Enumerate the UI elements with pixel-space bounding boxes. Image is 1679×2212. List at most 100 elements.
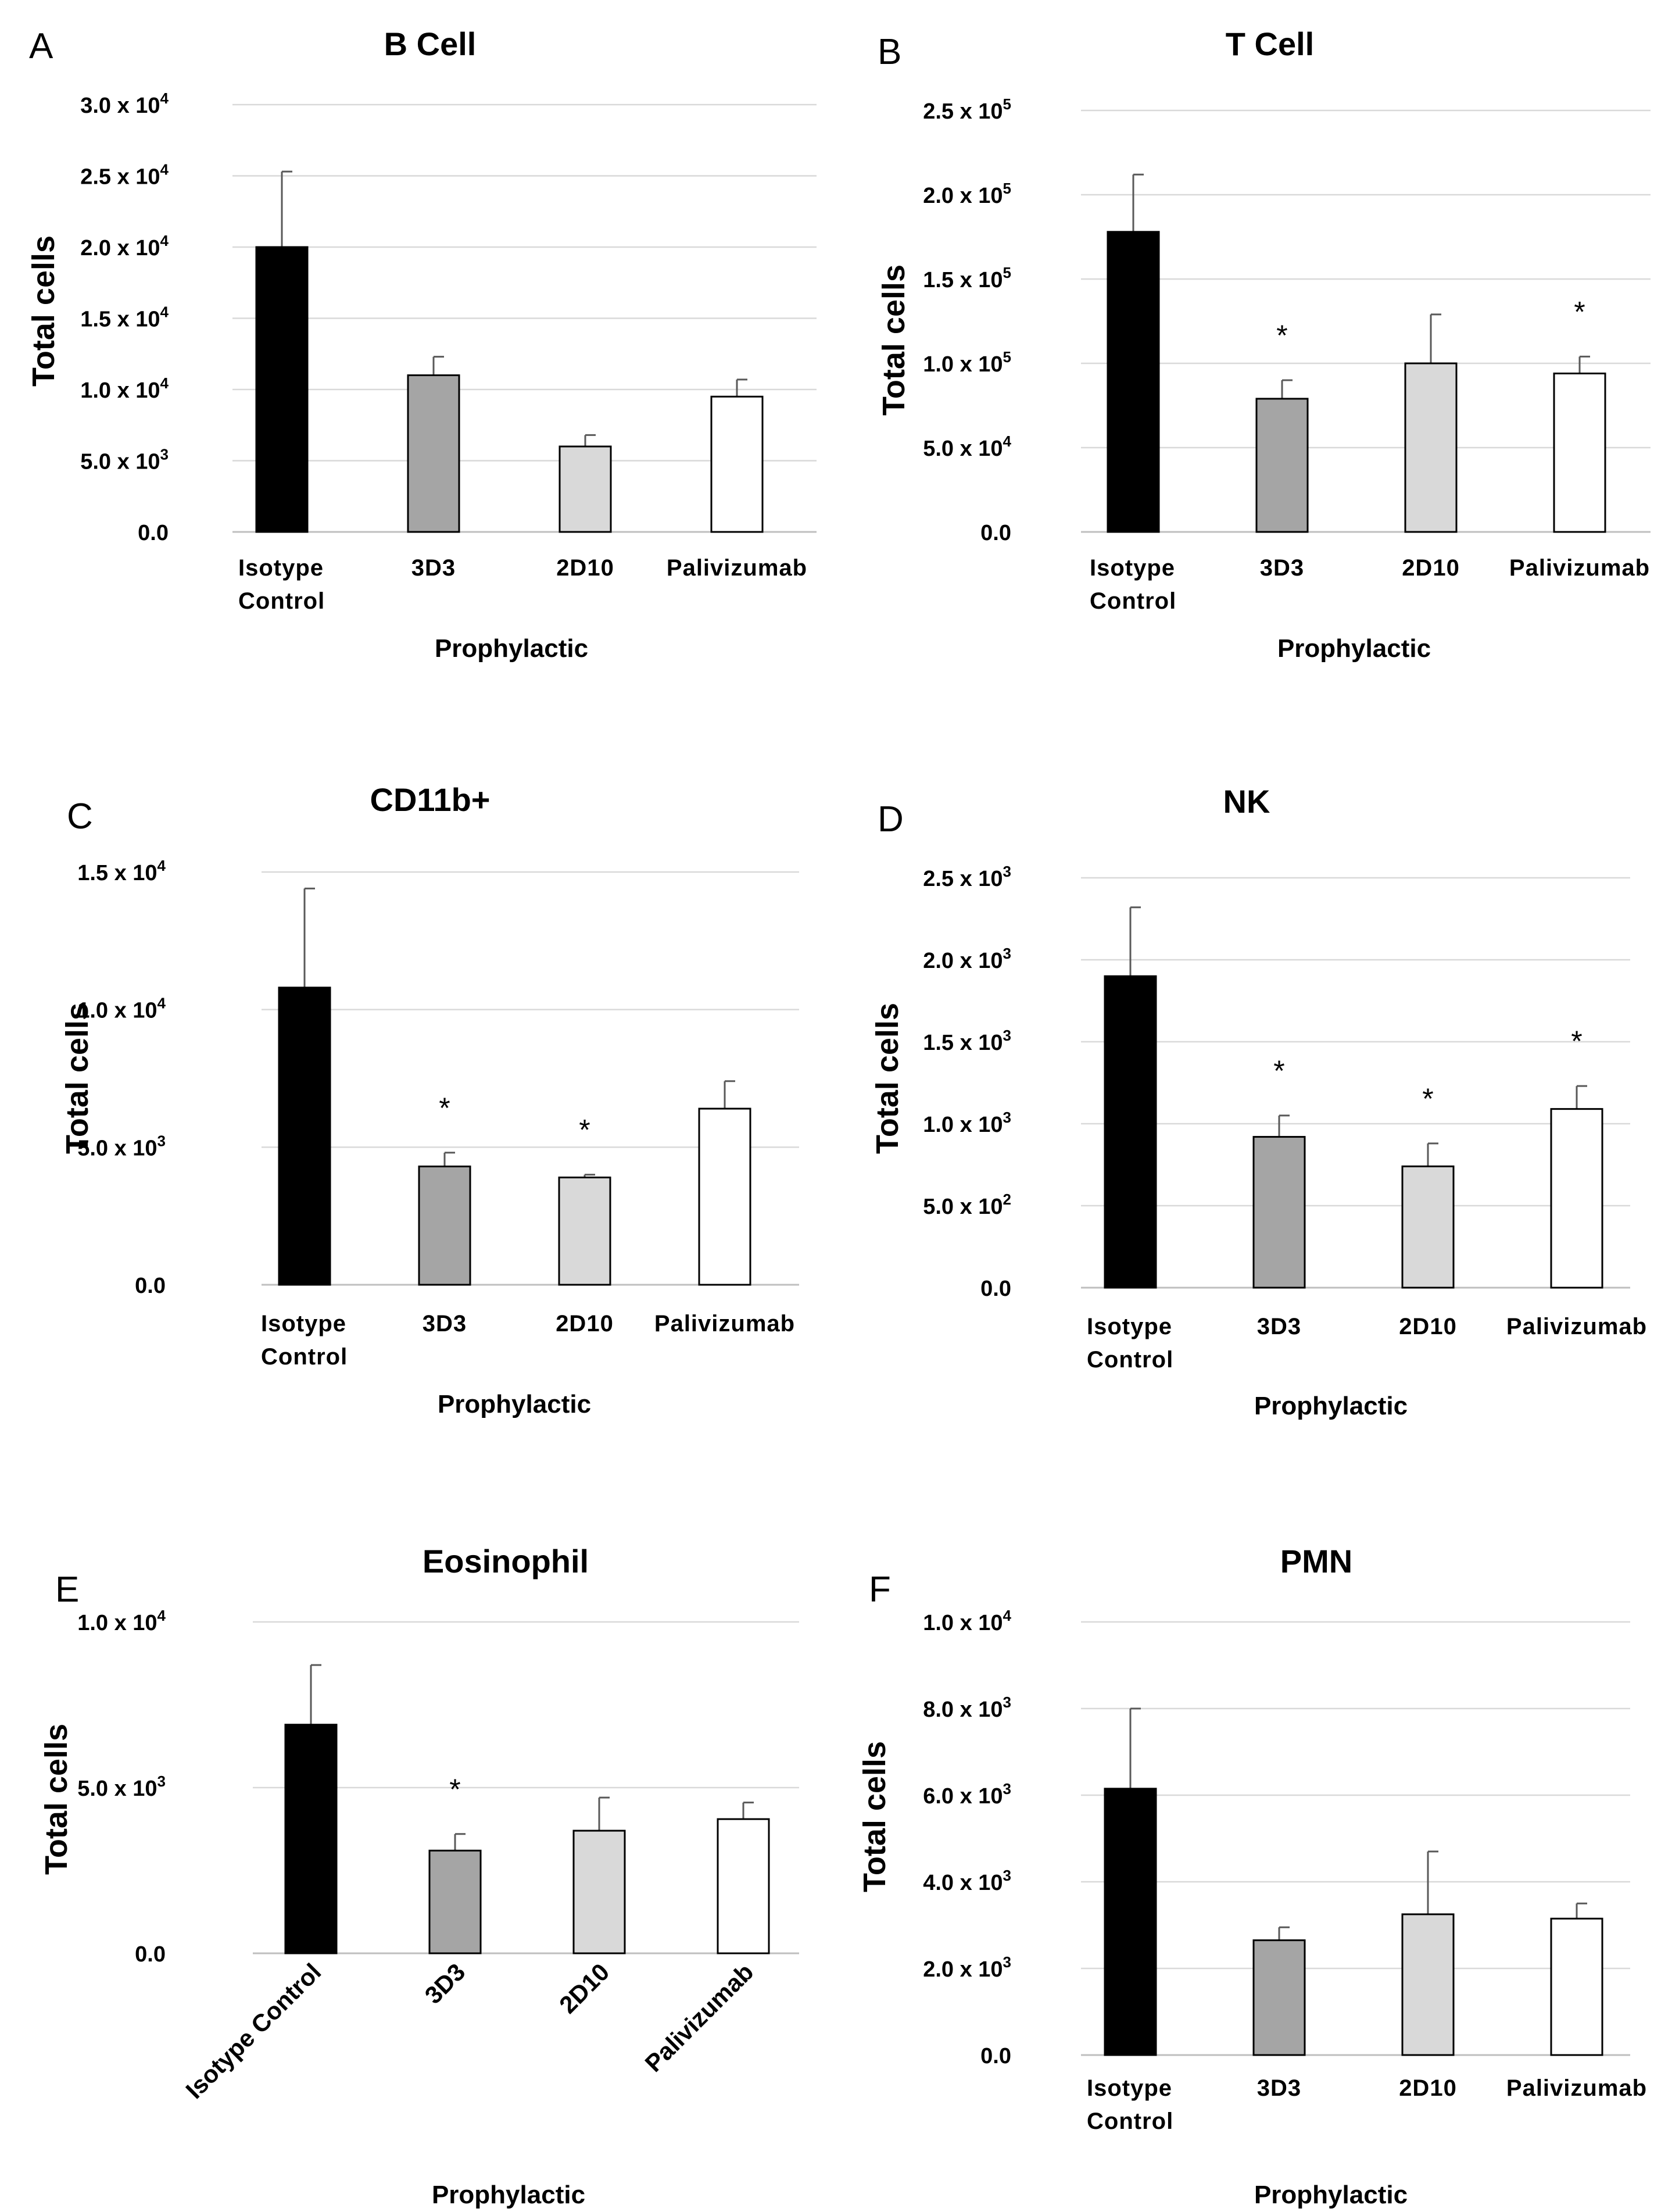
chart-title: NK bbox=[1223, 783, 1270, 820]
bar bbox=[1104, 1788, 1157, 2056]
x-tick-label: 3D3 bbox=[1260, 555, 1304, 581]
bar bbox=[1550, 1108, 1603, 1289]
x-tick-label: Palivizumab bbox=[1506, 1314, 1647, 1339]
x-axis-label: Prophylactic bbox=[435, 634, 588, 663]
bar bbox=[1553, 372, 1606, 533]
bar bbox=[1550, 1917, 1603, 2056]
panel-a: A B Cell 0.0 5.0 x 103 1.0 x 104 1.5 x 104 2.0… bbox=[26, 26, 817, 663]
y-axis-label: Total cells bbox=[26, 235, 61, 387]
chart-title: B Cell bbox=[384, 26, 477, 62]
y-tick-label: 0.0 bbox=[135, 1274, 166, 1298]
x-tick-label: 3D3 bbox=[1257, 1314, 1301, 1339]
x-tick-label: Isotype bbox=[1090, 555, 1175, 581]
chart-title: PMN bbox=[1280, 1543, 1352, 1580]
significance-star: * bbox=[1276, 319, 1287, 352]
bar bbox=[255, 246, 309, 533]
bar bbox=[558, 1176, 611, 1286]
y-tick-label: 5.0 x 102 bbox=[923, 1191, 1011, 1219]
y-tick-label: 4.0 x 103 bbox=[923, 1867, 1011, 1895]
y-tick-label: 0.0 bbox=[980, 2044, 1011, 2068]
bar bbox=[428, 1849, 482, 1954]
x-tick-label: Control bbox=[1087, 2109, 1173, 2134]
panel-b: B T Cell 0.0 5.0 x 104 1.0 x 105 1.5 x 105 2.0… bbox=[876, 26, 1651, 663]
bar bbox=[418, 1165, 471, 1286]
y-tick-label: 5.0 x 104 bbox=[923, 433, 1011, 461]
y-tick-label: 2.5 x 104 bbox=[80, 161, 169, 190]
x-tick-label: Palivizumab bbox=[1506, 2075, 1647, 2101]
x-tick-label: Isotype Control bbox=[180, 1958, 326, 2104]
panel-letter: F bbox=[869, 1570, 891, 1610]
bar bbox=[1252, 1939, 1306, 2056]
significance-star: * bbox=[439, 1092, 450, 1124]
panel-d: D NK 0.0 5.0 x 102 1.0 x 103 1.5 x 103 2.0 x 1… bbox=[870, 783, 1647, 1420]
x-tick-label: 2D10 bbox=[1399, 2075, 1457, 2101]
y-tick-label: 1.5 x 103 bbox=[923, 1027, 1011, 1055]
bar bbox=[698, 1107, 751, 1286]
x-tick-label: Isotype bbox=[1087, 2075, 1172, 2101]
y-tick-label: 2.5 x 105 bbox=[923, 95, 1011, 124]
y-tick-label: 2.0 x 104 bbox=[80, 232, 169, 260]
y-tick-label: 0.0 bbox=[980, 521, 1011, 545]
panel-letter: D bbox=[878, 799, 904, 839]
bar bbox=[407, 374, 460, 533]
bar bbox=[710, 395, 764, 533]
panel-f: F PMN 0.0 2.0 x 103 4.0 x 103 6.0 x 103 8.0 x … bbox=[857, 1543, 1647, 2209]
significance-star: * bbox=[449, 1773, 460, 1806]
y-tick-label: 1.0 x 104 bbox=[80, 374, 169, 403]
y-tick-label: 1.5 x 105 bbox=[923, 264, 1011, 292]
x-tick-label: Palivizumab bbox=[654, 1311, 795, 1337]
panel-letter: B bbox=[878, 32, 901, 72]
significance-star: * bbox=[1422, 1082, 1433, 1115]
bar bbox=[559, 445, 612, 533]
x-tick-label: 2D10 bbox=[1402, 555, 1460, 581]
x-tick-label: Control bbox=[238, 588, 325, 614]
significance-star: * bbox=[579, 1114, 590, 1146]
y-tick-label: 1.0 x 104 bbox=[77, 995, 166, 1023]
y-tick-label: 5.0 x 103 bbox=[77, 1132, 166, 1160]
x-tick-label: Isotype bbox=[261, 1311, 346, 1337]
bar bbox=[1401, 1165, 1455, 1289]
x-tick-label: Isotype bbox=[1087, 1314, 1172, 1339]
x-axis-label: Prophylactic bbox=[438, 1390, 591, 1418]
y-tick-label: 1.0 x 104 bbox=[923, 1607, 1011, 1635]
y-tick-label: 2.0 x 103 bbox=[923, 1953, 1011, 1982]
x-tick-label: Control bbox=[1090, 588, 1176, 614]
panel-e: E Eosinophil 0.0 5.0 x 103 1.0 x 104 Total ce… bbox=[39, 1543, 799, 2209]
y-tick-label: 2.5 x 103 bbox=[923, 863, 1011, 891]
bar bbox=[1401, 1913, 1455, 2056]
x-tick-label: 3D3 bbox=[411, 555, 456, 581]
y-tick-label: 0.0 bbox=[135, 1942, 166, 1967]
y-axis-label: Total cells bbox=[857, 1741, 892, 1892]
y-tick-label: 1.5 x 104 bbox=[77, 857, 166, 885]
y-axis-label: Total cells bbox=[870, 1003, 905, 1154]
x-tick-label: 2D10 bbox=[554, 1958, 614, 2018]
x-tick-label: Palivizumab bbox=[667, 555, 807, 581]
x-tick-label: Palivizumab bbox=[639, 1958, 758, 2077]
y-tick-label: 0.0 bbox=[138, 521, 169, 545]
x-axis-label: Prophylactic bbox=[1277, 634, 1431, 663]
x-tick-label: Control bbox=[1087, 1347, 1173, 1373]
chart-title: Eosinophil bbox=[423, 1543, 589, 1580]
y-axis-label: Total cells bbox=[39, 1724, 74, 1875]
x-tick-label: Palivizumab bbox=[1509, 555, 1650, 581]
panel-letter: A bbox=[29, 26, 53, 66]
y-tick-label: 2.0 x 105 bbox=[923, 180, 1011, 208]
chart-title: T Cell bbox=[1226, 26, 1314, 62]
bar bbox=[1255, 398, 1309, 533]
significance-star: * bbox=[1574, 295, 1585, 328]
bar bbox=[284, 1724, 338, 1954]
x-axis-label: Prophylactic bbox=[1254, 1392, 1408, 1420]
x-axis-label: Prophylactic bbox=[1254, 2181, 1408, 2209]
y-tick-label: 8.0 x 103 bbox=[923, 1693, 1011, 1722]
y-axis-label: Total cells bbox=[60, 1003, 95, 1154]
panel-c: C CD11b+ 0.0 5.0 x 103 1.0 x 104 1.5 x 104 Tot… bbox=[60, 781, 799, 1418]
bar bbox=[1252, 1136, 1306, 1289]
significance-star: * bbox=[1571, 1025, 1582, 1057]
y-tick-label: 1.0 x 103 bbox=[923, 1109, 1011, 1137]
y-tick-label: 1.0 x 105 bbox=[923, 348, 1011, 377]
y-axis-label: Total cells bbox=[876, 265, 911, 416]
chart-title: CD11b+ bbox=[370, 781, 491, 818]
x-tick-label: 2D10 bbox=[556, 555, 614, 581]
y-tick-label: 3.0 x 104 bbox=[80, 90, 169, 118]
